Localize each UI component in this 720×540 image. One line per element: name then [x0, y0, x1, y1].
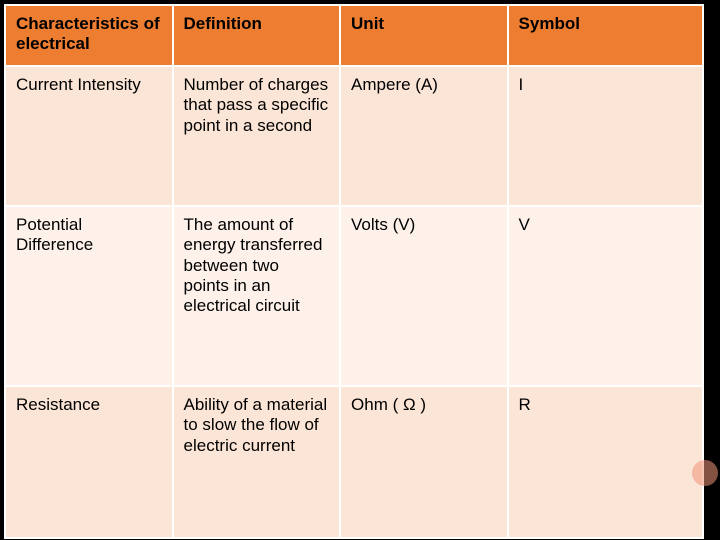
- cell-definition: Ability of a material to slow the flow o…: [173, 386, 341, 538]
- header-symbol: Symbol: [508, 5, 703, 66]
- cell-unit: Volts (V): [340, 206, 508, 386]
- table-row: Resistance Ability of a material to slow…: [5, 386, 703, 538]
- cell-definition: Number of charges that pass a specific p…: [173, 66, 341, 206]
- cell-characteristic: Potential Difference: [5, 206, 173, 386]
- header-unit: Unit: [340, 5, 508, 66]
- header-characteristics: Characteristics of electrical: [5, 5, 173, 66]
- cell-unit: Ampere (A): [340, 66, 508, 206]
- characteristics-table: Characteristics of electrical Definition…: [4, 4, 704, 539]
- table-row: Potential Difference The amount of energ…: [5, 206, 703, 386]
- cell-unit: Ohm ( Ω ): [340, 386, 508, 538]
- cell-characteristic: Resistance: [5, 386, 173, 538]
- cell-symbol: I: [508, 66, 703, 206]
- cell-characteristic: Current Intensity: [5, 66, 173, 206]
- table-header-row: Characteristics of electrical Definition…: [5, 5, 703, 66]
- cell-symbol: V: [508, 206, 703, 386]
- slide-container: Characteristics of electrical Definition…: [4, 4, 704, 536]
- table-row: Current Intensity Number of charges that…: [5, 66, 703, 206]
- page-marker-icon: [692, 460, 718, 486]
- cell-definition: The amount of energy transferred between…: [173, 206, 341, 386]
- header-definition: Definition: [173, 5, 341, 66]
- cell-symbol: R: [508, 386, 703, 538]
